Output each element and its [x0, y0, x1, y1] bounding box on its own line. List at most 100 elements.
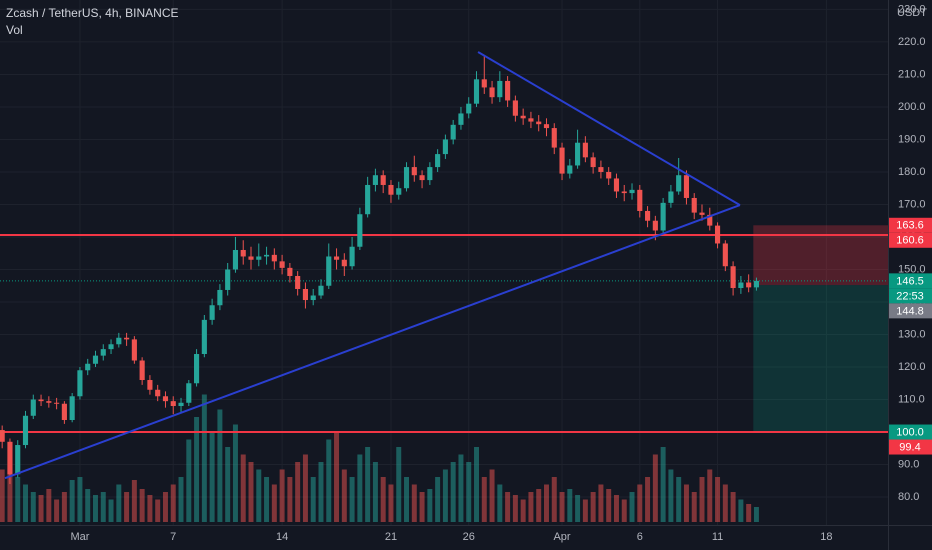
volume-bar	[357, 454, 363, 522]
candle-body	[403, 167, 410, 189]
volume-bar	[753, 507, 759, 522]
candle-body	[295, 275, 301, 289]
candle-body	[505, 80, 511, 101]
volume-bar	[100, 492, 106, 522]
x-tick-label: 6	[637, 531, 643, 543]
y-tick-label: 170.0	[898, 198, 926, 210]
volume-bar	[411, 484, 417, 522]
volume-bar	[271, 484, 277, 522]
volume-bar	[419, 492, 425, 522]
candle-body	[15, 445, 21, 475]
candle-body	[372, 175, 378, 185]
volume-bar	[38, 495, 44, 522]
candle-body	[38, 399, 44, 402]
volume-bar	[722, 484, 728, 522]
candle-body	[232, 249, 239, 270]
price-badge-label: 99.4	[899, 441, 920, 453]
volume-bar	[23, 484, 28, 522]
candle-body	[178, 402, 184, 407]
candle-body	[442, 139, 448, 155]
volume-bar	[442, 469, 448, 522]
x-tick-label: 26	[463, 531, 475, 543]
candle-body	[575, 142, 581, 166]
candle-body	[186, 383, 192, 403]
volume-bar	[582, 499, 588, 522]
volume-bar	[730, 492, 736, 522]
price-badge	[889, 217, 932, 233]
volume-bar	[77, 477, 83, 522]
countdown-badge	[889, 288, 932, 304]
candle-body	[85, 363, 91, 371]
volume-bar	[388, 484, 394, 522]
y-tick-label: 190.0	[898, 133, 926, 145]
candle-body	[69, 396, 75, 420]
price-badge-label: 144.8	[896, 305, 924, 317]
candle-body	[753, 280, 759, 288]
price-badge	[889, 303, 932, 319]
price-pane	[0, 51, 888, 485]
y-tick-label: 180.0	[898, 166, 926, 178]
y-tick-label: 80.0	[898, 491, 919, 503]
volume-bar	[458, 454, 464, 522]
volume-bar	[380, 477, 386, 522]
volume-bar	[85, 489, 91, 522]
price-badge-label: 163.6	[896, 220, 924, 232]
volume-bar	[676, 477, 682, 522]
candle-body	[473, 79, 480, 104]
candle-body	[380, 175, 386, 185]
volume-bar	[536, 489, 542, 522]
y-tick-label: 120.0	[898, 361, 926, 373]
candle-body	[271, 254, 277, 262]
volume-bar	[372, 462, 378, 522]
candle-body	[201, 319, 207, 355]
volume-bar	[201, 394, 207, 522]
volume-bar	[481, 477, 487, 522]
volume-bar	[691, 492, 697, 522]
legend-title: Zcash / TetherUS, 4h, BINANCE	[6, 6, 179, 20]
volume-bar	[520, 499, 526, 522]
candle-body	[7, 441, 13, 475]
candle-body	[310, 295, 316, 301]
candle-body	[92, 355, 99, 364]
volume-bar	[590, 492, 596, 522]
candle-body	[652, 220, 658, 231]
x-tick-label: 14	[276, 531, 288, 543]
y-tick-label: 130.0	[898, 328, 926, 340]
volume-bar	[131, 480, 137, 522]
currency-label[interactable]: USDT	[897, 7, 927, 19]
volume-bar	[365, 447, 371, 522]
candle-body	[22, 415, 29, 446]
volume-bar	[598, 484, 604, 522]
candle-body	[691, 197, 697, 213]
y-tick-label: 200.0	[898, 101, 926, 113]
price-badge-label: 160.6	[896, 235, 924, 247]
volume-bar	[738, 499, 744, 522]
x-tick-label: Apr	[553, 531, 570, 543]
volume-bar	[302, 454, 308, 522]
volume-pane	[0, 394, 759, 522]
candle-body	[147, 380, 153, 390]
price-badge	[889, 424, 932, 440]
candle-body	[61, 403, 67, 420]
axes: 80.090.0100.0110.0120.0130.0140.0150.016…	[70, 3, 932, 543]
candle-body	[419, 175, 425, 181]
candle-body	[139, 360, 145, 381]
price-badge-label: 100.0	[896, 426, 924, 438]
candle-body	[722, 243, 728, 267]
candle-body	[100, 349, 106, 356]
volume-bar	[450, 462, 456, 522]
candle-body	[746, 282, 752, 288]
volume-bar	[489, 469, 495, 522]
volume-bar	[162, 492, 168, 522]
volume-bar	[310, 477, 316, 522]
x-tick-label: 18	[820, 531, 832, 543]
volume-bar	[396, 447, 402, 522]
candle-body	[489, 87, 495, 98]
candle-body	[263, 254, 270, 257]
candle-body	[124, 337, 130, 340]
candle-body	[512, 100, 518, 116]
volume-bar	[613, 495, 619, 522]
volume-bar	[427, 489, 433, 522]
